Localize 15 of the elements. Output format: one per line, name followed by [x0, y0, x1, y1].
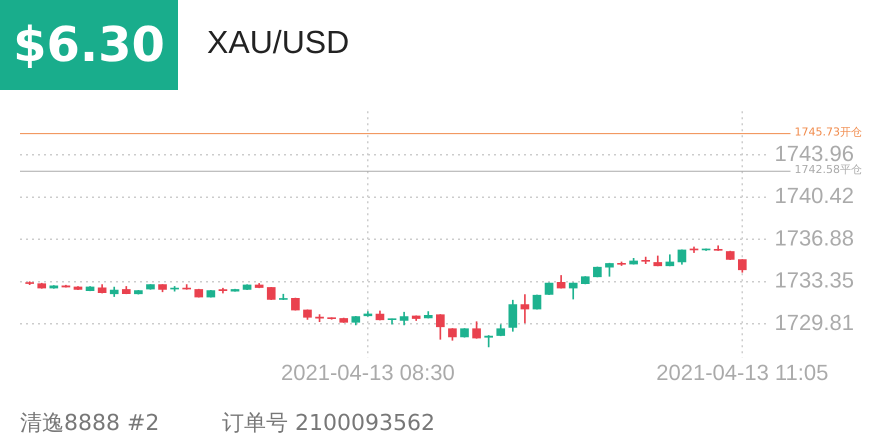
candlestick [388, 318, 396, 324]
x-tick-label: 2021-04-13 08:30 [281, 360, 455, 385]
chart-title: XAU/USD [207, 24, 350, 61]
text: 订单号 2100093562 [222, 410, 435, 438]
candlestick [315, 314, 324, 322]
x-tick-label: 2021-04-13 11:05 [656, 360, 828, 385]
y-tick-label: 1743.96 [774, 140, 854, 166]
y-tick-label: 1740.42 [774, 183, 854, 208]
y-tick-label: 1733.35 [774, 268, 854, 293]
y-tick-label: 1729.81 [774, 310, 854, 336]
text: $6.30 [0, 0, 178, 90]
y-tick-label: 1736.88 [774, 225, 854, 250]
text: 清逸8888 #2 [20, 410, 160, 438]
ref-line-label: 1745.73开仓 [794, 125, 862, 138]
ref-line-label: 1742.58平仓 [794, 163, 862, 176]
